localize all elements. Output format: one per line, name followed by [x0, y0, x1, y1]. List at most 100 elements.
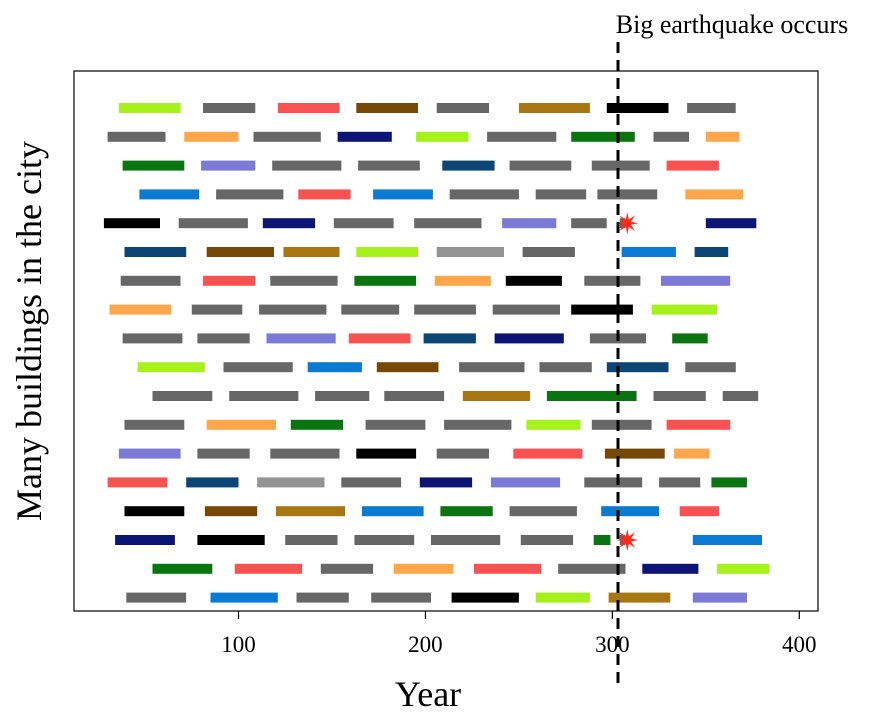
building-bar-r13-4 [356, 448, 417, 459]
building-bar-r1-8 [687, 103, 736, 113]
building-bar-r18-5 [451, 592, 519, 603]
building-bar-r14-8 [659, 477, 701, 488]
building-bar-r7-8 [661, 275, 731, 286]
building-bar-r6-8 [694, 247, 729, 257]
building-bar-r11-1 [152, 391, 213, 401]
building-bar-r2-1 [107, 131, 166, 142]
building-bar-r3-2 [201, 160, 256, 171]
building-bar-r18-3 [296, 592, 349, 603]
building-bar-r6-5 [436, 247, 504, 257]
building-bar-r3-4 [358, 160, 420, 171]
building-bar-r9-4 [348, 333, 411, 344]
building-bar-r10-4 [376, 362, 439, 373]
building-bar-r8-7 [571, 304, 633, 315]
building-bar-r3-8 [666, 160, 719, 171]
building-bar-r11-7 [653, 391, 706, 401]
building-bar-r6-1 [124, 247, 187, 257]
building-bar-r10-5 [459, 362, 525, 373]
building-bar-r15-4 [361, 506, 424, 517]
building-bar-r7-1 [120, 275, 181, 286]
building-bar-r10-1 [137, 362, 205, 373]
building-bar-r2-3 [253, 131, 321, 142]
building-bar-r3-1 [122, 160, 185, 171]
building-bar-r18-4 [371, 592, 431, 603]
building-bar-r14-7 [584, 477, 643, 488]
building-bar-r5-4 [333, 218, 394, 229]
building-bar-r14-1 [107, 477, 168, 488]
building-bar-r17-5 [474, 563, 542, 574]
building-bar-r16-3 [285, 535, 338, 545]
building-bar-r13-1 [118, 448, 181, 459]
building-bar-r1-1 [118, 103, 181, 113]
building-bar-r3-7 [591, 160, 650, 171]
building-bar-r12-2 [206, 419, 276, 430]
building-bar-r7-5 [434, 275, 491, 286]
building-bar-r6-4 [356, 247, 418, 257]
building-bar-r8-3 [259, 304, 327, 315]
building-bar-r9-3 [266, 333, 336, 344]
building-bar-r18-6 [535, 592, 590, 603]
building-bar-r7-3 [270, 275, 338, 286]
damage-star-1 [616, 212, 639, 235]
x-tick-label-300: 300 [595, 632, 630, 657]
building-bar-r14-2 [186, 477, 239, 488]
building-bar-r12-1 [124, 419, 185, 430]
building-bar-r14-5 [419, 477, 473, 488]
plot-frame [73, 70, 819, 612]
building-bar-r17-8 [717, 563, 770, 574]
building-bar-r12-3 [290, 419, 344, 430]
building-bar-r11-2 [229, 391, 299, 401]
building-bar-r10-7 [606, 362, 669, 373]
building-bar-r9-1 [122, 333, 183, 344]
building-bar-r6-2 [206, 247, 274, 257]
building-bar-r12-6 [526, 419, 581, 430]
building-bar-r5-1 [103, 218, 160, 229]
building-bar-r16-7 [593, 535, 611, 545]
building-bar-r2-9 [705, 131, 740, 142]
building-bar-r4-2 [216, 189, 284, 200]
building-bar-r2-4 [337, 131, 392, 142]
building-bar-r13-2 [197, 448, 250, 459]
building-bar-r5-3 [262, 218, 316, 229]
building-bar-r3-5 [442, 160, 495, 171]
building-bar-r16-1 [115, 535, 175, 545]
building-bar-r17-6 [558, 563, 626, 574]
building-bar-r11-5 [462, 391, 531, 401]
building-bar-r10-6 [539, 362, 592, 373]
building-bar-r14-4 [341, 477, 402, 488]
building-bar-r15-2 [204, 506, 258, 517]
building-bar-r9-6 [494, 333, 564, 344]
building-bar-r12-5 [444, 419, 512, 430]
building-bar-r6-3 [283, 247, 340, 257]
building-bar-r18-8 [692, 592, 747, 603]
building-bar-r9-5 [423, 333, 476, 344]
building-bar-r15-7 [601, 506, 660, 517]
building-bar-r11-4 [384, 391, 445, 401]
building-bar-r5-5 [414, 218, 482, 229]
building-bar-r10-2 [223, 362, 293, 373]
building-bar-r5-7 [571, 218, 607, 229]
building-bar-r8-5 [414, 304, 476, 315]
building-bar-r1-5 [436, 103, 489, 113]
building-bar-r14-3 [257, 477, 325, 488]
building-bar-r4-7 [597, 189, 658, 200]
building-bar-r4-6 [535, 189, 587, 200]
building-bar-r11-6 [546, 391, 637, 401]
building-bar-r1-3 [277, 103, 340, 113]
annotation-label: Big earthquake occurs [616, 10, 848, 39]
building-bar-r13-3 [270, 448, 340, 459]
building-bar-r8-4 [341, 304, 400, 315]
building-bar-r14-9 [711, 477, 747, 488]
building-bar-r16-5 [431, 535, 501, 545]
y-axis-title: Many buildings in the city [9, 141, 49, 521]
building-bar-r15-6 [509, 506, 577, 517]
building-bar-r6-7 [621, 247, 676, 257]
building-bar-r7-2 [203, 275, 256, 286]
x-tick-label-200: 200 [408, 632, 443, 657]
building-bar-r6-6 [522, 247, 575, 257]
building-bar-r15-5 [440, 506, 493, 517]
building-bar-r1-2 [203, 103, 256, 113]
building-bar-r8-6 [492, 304, 560, 315]
building-bar-r16-4 [354, 535, 415, 545]
